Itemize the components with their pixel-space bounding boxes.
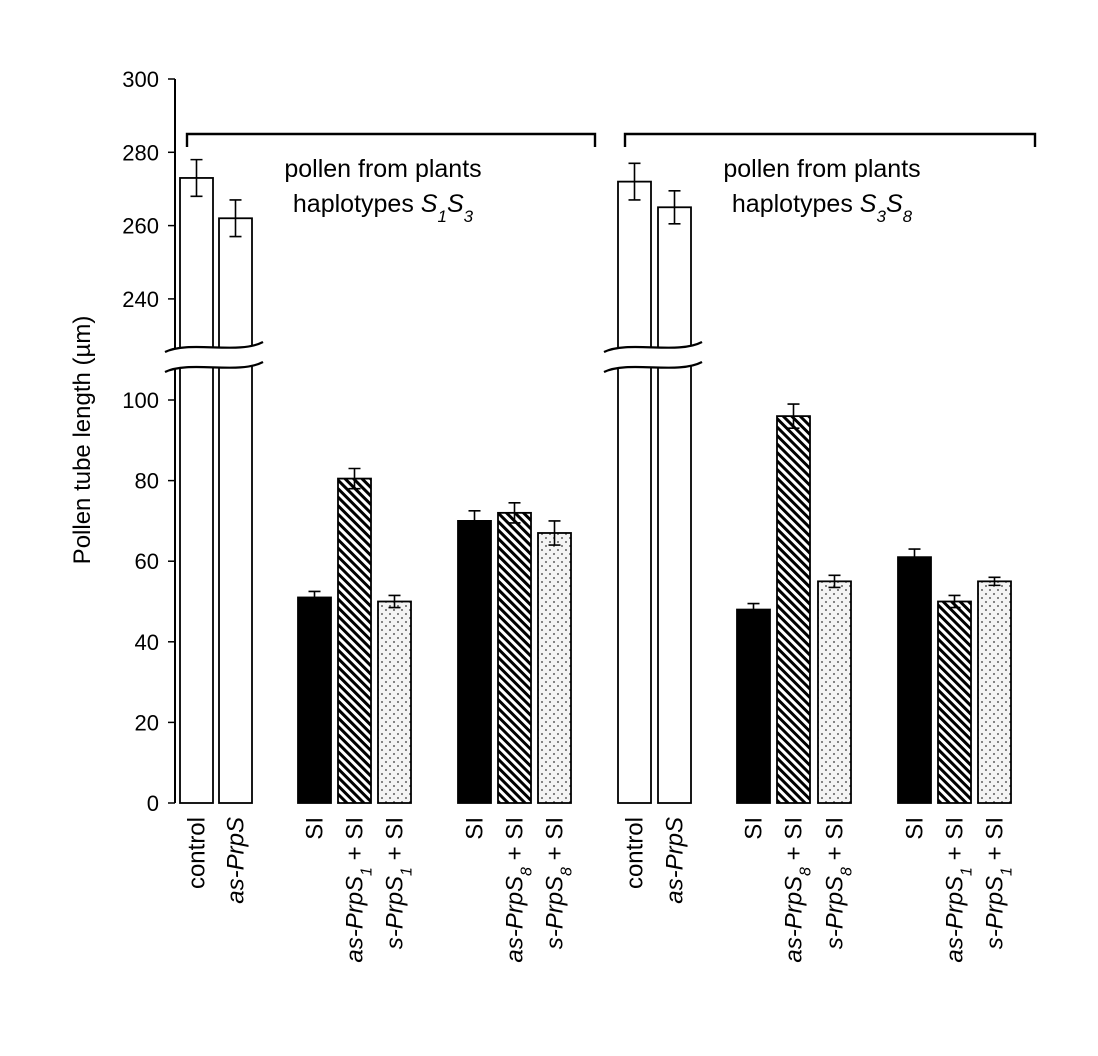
bar [617,180,652,804]
error-bar [747,602,760,617]
bar [179,177,214,804]
group-bracket [185,132,597,147]
bar [977,580,1012,804]
error-bar [388,594,401,609]
y-axis-label: Pollen tube length (µm) [69,316,96,565]
bars [179,177,1012,804]
axis-break-left-bottom-wave [164,361,264,373]
group-annotations: pollen from plants haplotypes S1S3 pollen … [185,132,1037,226]
y-axis: 0 20 40 60 80 100 240 260 280 300 [122,67,176,816]
category-label: s-PrpS8 + SI [822,817,856,949]
bar [937,600,972,804]
bar [817,580,852,804]
error-bar [828,574,841,589]
error-bar [628,162,641,201]
group-annotation-line: pollen from plants [723,155,920,183]
category-label: as-PrpS1 + SI [342,817,376,963]
category-label: as-PrpS8 + SI [781,817,815,963]
axis-break-right-bottom-wave [603,361,703,373]
error-bar [308,590,321,605]
group-annotation-line: haplotypes S1S3 [293,190,474,226]
bar [776,415,811,804]
error-bar [787,403,800,430]
axis-break-right-top-wave [603,341,703,353]
error-bar [190,158,203,198]
bar [297,596,332,804]
error-bar [348,467,361,490]
bar [218,217,253,804]
axis-break-right-gap [604,342,702,372]
axis-break-left-top-wave [164,341,264,353]
bar [736,608,771,804]
bar [377,600,412,804]
y-tick-label: 20 [135,710,159,735]
y-tick-label: 100 [122,388,159,413]
category-label: as-PrpS8 + SI [502,817,536,963]
bar [537,532,572,804]
error-bar [948,594,961,609]
category-label: s-PrpS1 + SI [382,817,416,949]
axis-break-left-gap [165,342,263,372]
bar [897,556,932,804]
bar [337,477,372,804]
category-label: control [184,817,211,889]
y-tick-label: 0 [147,791,159,816]
y-tick-label: 280 [122,140,159,165]
error-bar [508,501,521,524]
category-label: as-PrpS [223,817,250,904]
axis-breaks [164,341,703,373]
error-bar [908,548,921,567]
y-tick-label: 80 [135,469,159,494]
category-label: SI [902,817,929,840]
category-label: as-PrpS [662,817,689,904]
bar [457,520,492,804]
group-bracket [623,132,1037,147]
group-annotation-line: pollen from plants [284,155,481,183]
error-bars [190,158,1001,617]
category-label: s-PrpS8 + SI [542,817,576,949]
bar [657,206,692,804]
y-tick-label: 40 [135,630,159,655]
error-bar [668,189,681,225]
error-bar [988,576,1001,587]
y-tick-label: 260 [122,214,159,239]
y-tick-label: 300 [122,67,159,92]
y-tick-label: 240 [122,287,159,312]
group-annotation-line: haplotypes S3S8 [732,190,913,226]
category-label: as-PrpS1 + SI [942,817,976,963]
category-label: control [622,817,649,889]
category-label: SI [462,817,489,840]
category-label: s-PrpS1 + SI [982,817,1016,949]
y-tick-label: 60 [135,549,159,574]
category-label: SI [302,817,329,840]
error-bar [229,199,242,238]
error-bar [468,510,481,532]
bar [497,511,532,804]
category-label: SI [741,817,768,840]
error-bar [548,520,561,546]
